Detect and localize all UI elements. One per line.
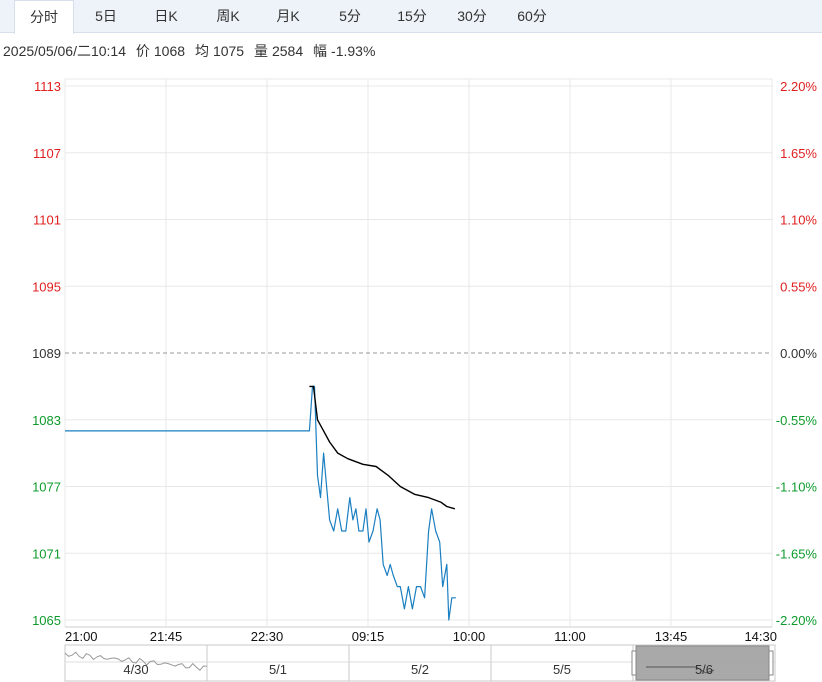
tab-6[interactable]: 15分 bbox=[397, 8, 427, 24]
price-line bbox=[65, 385, 456, 621]
pct-tick-label: 1.10% bbox=[780, 213, 817, 228]
x-tick-label: 09:15 bbox=[352, 629, 385, 644]
tab-8[interactable]: 60分 bbox=[517, 8, 547, 24]
pct-tick-label: 0.55% bbox=[780, 279, 817, 294]
date-label[interactable]: 5/1 bbox=[269, 662, 287, 677]
quote-info-bar: 2025/05/06/二10:14 价 1068 均 1075 量 2584 幅 -1.… bbox=[3, 41, 381, 61]
y-tick-label: 1071 bbox=[32, 546, 61, 561]
quote-datetime: 2025/05/06/二10:14 bbox=[3, 43, 126, 59]
tab-3[interactable]: 周K bbox=[216, 8, 240, 24]
y-tick-label: 1101 bbox=[33, 213, 61, 228]
y-tick-label: 1107 bbox=[33, 146, 61, 161]
date-label[interactable]: 5/5 bbox=[553, 662, 571, 677]
period-tab-bar: 分时 5日 日K 周K 月K 5分 15分 30分 60分 bbox=[0, 0, 822, 34]
date-label[interactable]: 4/30 bbox=[123, 662, 148, 677]
x-tick-label: 11:00 bbox=[554, 629, 586, 644]
y-tick-label: 1113 bbox=[34, 79, 61, 94]
pct-tick-label: -1.10% bbox=[776, 480, 818, 495]
pct-tick-label: -0.55% bbox=[776, 413, 818, 428]
tab-5[interactable]: 5分 bbox=[339, 8, 361, 24]
change-value: -1.93% bbox=[331, 43, 376, 59]
pct-tick-label: 1.65% bbox=[780, 146, 817, 161]
change-label: 幅 bbox=[313, 43, 328, 59]
volume-value: 2584 bbox=[271, 43, 304, 59]
avg-line bbox=[309, 385, 456, 510]
navigator-right-handle[interactable] bbox=[768, 650, 774, 676]
avg-label: 均 bbox=[194, 43, 209, 59]
volume-label: 量 bbox=[253, 43, 268, 59]
navigator-selection[interactable] bbox=[635, 645, 770, 681]
y-tick-label: 1083 bbox=[32, 413, 61, 428]
x-tick-label: 22:30 bbox=[251, 629, 284, 644]
pct-tick-label: -2.20% bbox=[776, 613, 818, 628]
navigator-selected-sparkline bbox=[646, 666, 715, 674]
pct-tick-label: -1.65% bbox=[776, 546, 818, 561]
pct-tick-label: 2.20% bbox=[780, 79, 817, 94]
x-tick-label: 13:45 bbox=[655, 629, 688, 644]
y-tick-label: 1065 bbox=[32, 613, 61, 628]
x-tick-label: 21:00 bbox=[65, 629, 98, 644]
date-label[interactable]: 5/6 bbox=[695, 662, 713, 677]
y-tick-label: 1089 bbox=[32, 346, 61, 361]
price-label: 价 bbox=[135, 43, 150, 59]
tab-4[interactable]: 月K bbox=[276, 8, 300, 24]
tab-1[interactable]: 5日 bbox=[95, 8, 117, 24]
avg-value: 1075 bbox=[212, 43, 245, 59]
y-tick-label: 1095 bbox=[32, 279, 61, 294]
pct-tick-label: 0.00% bbox=[780, 346, 817, 361]
navigator-left-handle[interactable] bbox=[631, 650, 637, 676]
tab-2[interactable]: 日K bbox=[154, 8, 178, 24]
tab-0[interactable]: 分时 bbox=[14, 0, 74, 34]
navigator-sparkline bbox=[64, 651, 208, 672]
x-tick-label: 21:45 bbox=[150, 629, 183, 644]
y-tick-label: 1077 bbox=[32, 480, 61, 495]
x-tick-label: 10:00 bbox=[453, 629, 486, 644]
x-tick-label: 14:30 bbox=[744, 629, 777, 644]
tab-7[interactable]: 30分 bbox=[457, 8, 487, 24]
date-label[interactable]: 5/2 bbox=[411, 662, 429, 677]
price-value: 1068 bbox=[153, 43, 186, 59]
